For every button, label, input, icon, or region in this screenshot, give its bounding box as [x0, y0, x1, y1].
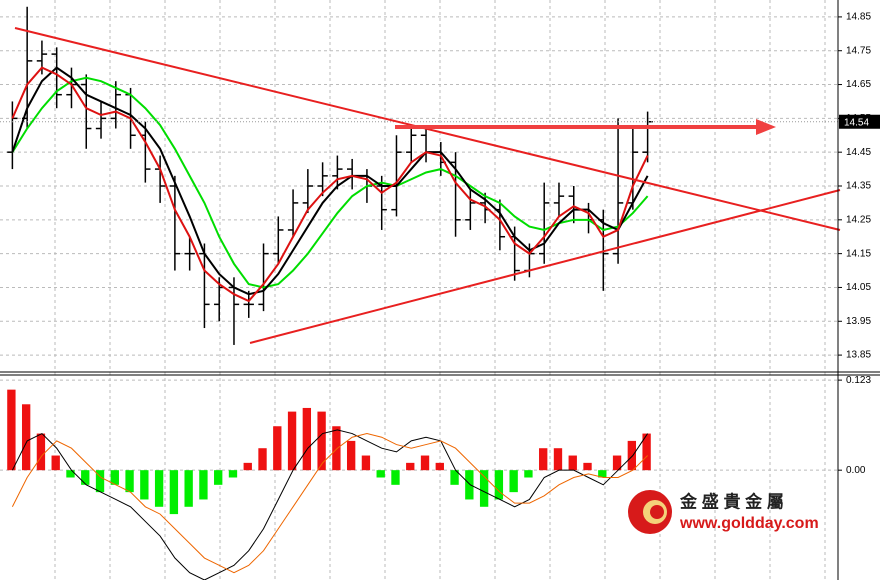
trend-line — [249, 189, 841, 344]
y-tick-label: 14.05 — [846, 282, 871, 293]
vertical-grid — [54, 0, 826, 580]
histogram-bar — [317, 411, 326, 471]
logo-dot — [650, 505, 664, 519]
y-tick-label: 14.75 — [846, 45, 871, 56]
logo-url: www.goldday.com — [679, 515, 819, 532]
y-tick-label: 13.85 — [846, 350, 871, 361]
macd-line — [11, 433, 648, 574]
histogram-bar — [435, 462, 444, 471]
y-tick-label: 14.15 — [846, 248, 871, 259]
moving-average — [11, 66, 649, 296]
histogram-bar — [140, 470, 149, 500]
histogram-bar — [479, 470, 489, 507]
histogram-bar — [228, 470, 238, 478]
arrow-head — [756, 119, 776, 135]
histogram-bar — [420, 455, 430, 471]
y-tick-label: 14.35 — [846, 181, 871, 192]
histogram-bar — [154, 470, 164, 507]
current-price-label: 14.54 — [844, 117, 869, 128]
y-tick-label: 14.65 — [846, 79, 871, 90]
histogram-bar — [642, 433, 651, 471]
histogram-bar — [332, 426, 341, 471]
y-tick-label: 13.95 — [846, 316, 871, 327]
histogram-bar — [287, 411, 297, 471]
y-tick-label: 0.00 — [846, 465, 866, 476]
histogram-bar — [346, 440, 356, 471]
histogram-bar — [494, 470, 504, 500]
histogram-bar — [376, 470, 385, 478]
histogram-bar — [509, 470, 518, 493]
histogram-bar — [391, 470, 400, 485]
histogram-bar — [199, 470, 208, 500]
histogram-bar — [465, 470, 474, 500]
histogram-bar — [184, 470, 193, 507]
histogram-bar — [598, 470, 607, 478]
plot-layer: 14.8514.7514.6514.5514.4514.3514.2514.15… — [0, 6, 880, 580]
y-tick-label: 14.85 — [846, 12, 871, 23]
macd-line — [11, 429, 649, 580]
current-price-box — [839, 114, 880, 129]
histogram-bar — [81, 470, 90, 485]
histogram-bar — [302, 407, 312, 471]
histogram-bar — [110, 470, 119, 485]
histogram-bar — [568, 455, 577, 471]
histogram-bar — [258, 448, 267, 471]
histogram-bar — [524, 470, 533, 478]
histogram-bar — [66, 470, 75, 478]
y-tick-label: 14.25 — [846, 214, 871, 225]
histogram-bar — [95, 470, 105, 493]
histogram-bar — [450, 470, 459, 485]
histogram-bar — [169, 470, 179, 515]
histogram-bar — [361, 455, 371, 471]
histogram-bar — [51, 455, 60, 471]
histogram-bar — [539, 448, 548, 471]
histogram-bar — [7, 389, 16, 471]
histogram-bar — [243, 462, 252, 471]
histogram-bar — [612, 455, 622, 471]
histogram-bar — [214, 470, 223, 485]
logo: 金 盛 貴 金 屬 www.goldday.com — [628, 490, 819, 534]
histogram-bar — [406, 462, 415, 471]
histogram-bar — [553, 448, 563, 471]
y-tick-label: 14.45 — [846, 147, 871, 158]
histogram-bar — [21, 404, 31, 471]
y-tick-label: 0.123 — [846, 375, 871, 386]
histogram-bar — [36, 433, 46, 471]
logo-name: 金 盛 貴 金 屬 — [679, 491, 784, 511]
moving-average — [11, 76, 649, 289]
moving-average — [11, 66, 649, 303]
histogram-bar — [273, 426, 282, 471]
histogram-bar — [125, 470, 134, 493]
histogram-bar — [583, 462, 592, 471]
histogram-bar — [627, 440, 637, 471]
